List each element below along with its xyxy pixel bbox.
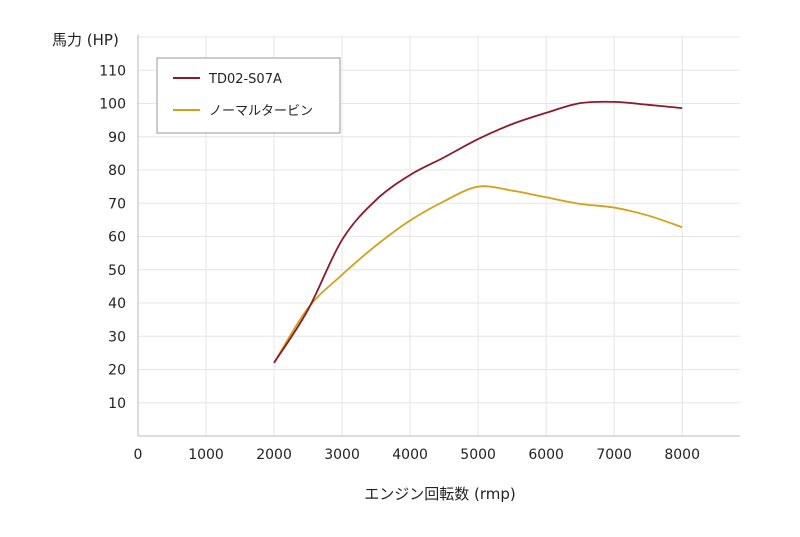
- axes: [137, 35, 740, 437]
- x-tick-label: 6000: [528, 447, 564, 463]
- y-tick-label: 30: [108, 329, 126, 345]
- grid: [138, 35, 740, 436]
- y-tick-label: 50: [108, 263, 126, 279]
- x-tick-label: 3000: [324, 447, 360, 463]
- legend: TD02-S07A ノーマルタービン: [156, 57, 341, 134]
- x-axis-label: エンジン回転数 (rmp): [364, 485, 516, 503]
- y-tick-label: 10: [108, 396, 126, 412]
- y-tick-label: 20: [108, 363, 126, 379]
- legend-label-normal: ノーマルタービン: [209, 104, 313, 119]
- y-tick-label: 40: [108, 296, 126, 312]
- y-tick-label: 70: [108, 196, 126, 212]
- legend-box: [156, 57, 341, 134]
- x-tick-label: 5000: [460, 447, 496, 463]
- y-tick-label: 90: [108, 130, 126, 146]
- y-tick-label: 110: [99, 63, 126, 79]
- y-axis-label: 馬力 (HP): [52, 31, 119, 49]
- x-tick-label: 7000: [596, 447, 632, 463]
- series-lines: [273, 100, 683, 364]
- x-tick-label: 2000: [256, 447, 292, 463]
- x-tick-label: 1000: [188, 447, 224, 463]
- y-tick-label: 100: [99, 97, 126, 113]
- legend-label-td02: TD02-S07A: [208, 72, 282, 87]
- x-tick-label: 4000: [392, 447, 428, 463]
- x-tick-label: 0: [134, 447, 143, 463]
- y-tick-label: 60: [108, 230, 126, 246]
- tick-labels: 0 1000 2000 3000 4000 5000 6000 7000 8000 10 20 30 4…: [99, 63, 700, 463]
- y-tick-label: 80: [108, 163, 126, 179]
- series-line-normal: [273, 185, 683, 364]
- series-line-td02: [273, 100, 683, 364]
- x-tick-label: 8000: [664, 447, 700, 463]
